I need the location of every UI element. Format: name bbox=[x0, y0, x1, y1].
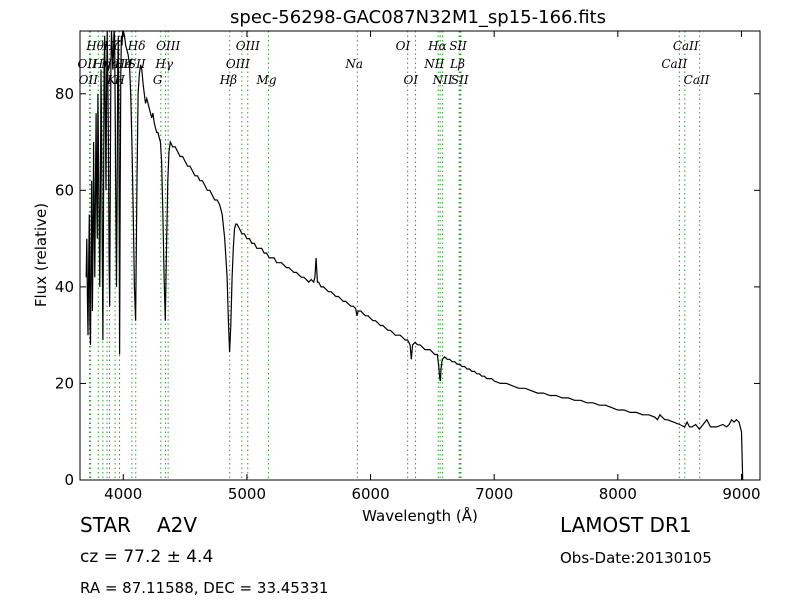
line-marker-label: OIII bbox=[236, 39, 260, 53]
x-tick-label: 8000 bbox=[599, 485, 637, 503]
y-tick-label: 20 bbox=[55, 374, 74, 392]
redshift-cz: cz = 77.2 ± 4.4 bbox=[80, 547, 214, 567]
x-axis-label: Wavelength (Å) bbox=[362, 506, 478, 525]
line-marker-label: OI bbox=[404, 73, 419, 87]
object-subclass: A2V bbox=[156, 513, 198, 537]
line-marker-label: H bbox=[113, 73, 125, 87]
line-marker-label: OIII bbox=[156, 39, 180, 53]
y-tick-label: 40 bbox=[55, 278, 74, 296]
line-marker-label: Hα bbox=[427, 39, 447, 53]
line-marker-label: K bbox=[106, 73, 117, 87]
line-marker-label: OII bbox=[78, 57, 98, 71]
line-marker-label: OIII bbox=[226, 57, 250, 71]
x-tick-label: 6000 bbox=[351, 485, 389, 503]
line-marker-label: Hβ bbox=[219, 73, 237, 87]
survey-name: LAMOST DR1 bbox=[560, 513, 692, 537]
line-marker-label: Lβ bbox=[449, 57, 465, 71]
line-marker-label: OI bbox=[396, 39, 411, 53]
spectrum-line bbox=[85, 30, 744, 481]
line-marker-label: CaII bbox=[684, 73, 710, 87]
chart-title: spec-56298-GAC087N32M1_sp15-166.fits bbox=[230, 7, 606, 28]
line-marker-label: NII bbox=[432, 73, 453, 87]
y-tick-label: 60 bbox=[55, 181, 74, 199]
x-tick-label: 7000 bbox=[475, 485, 513, 503]
y-tick-label: 80 bbox=[55, 85, 74, 103]
line-marker-label: CaII bbox=[673, 39, 699, 53]
x-axis-ticks: 4000 5000 6000 7000 8000 9000 bbox=[104, 31, 761, 503]
x-tick-label: 4000 bbox=[104, 485, 142, 503]
line-marker-label: SII bbox=[449, 39, 467, 53]
y-tick-label: 0 bbox=[64, 471, 74, 489]
x-tick-label: 5000 bbox=[228, 485, 266, 503]
line-marker-label: G bbox=[153, 73, 163, 87]
y-axis-label: Flux (relative) bbox=[32, 203, 50, 307]
line-marker-labels: OIIOIIHθHηNeIIIHζKHHεHδSIIGHγOIIIHβOIIIO… bbox=[78, 39, 710, 87]
line-markers bbox=[89, 31, 701, 480]
line-marker-label: Na bbox=[344, 57, 363, 71]
line-marker-label: Hγ bbox=[154, 57, 173, 71]
line-marker-label: CaII bbox=[661, 57, 687, 71]
line-marker-label: NII bbox=[423, 57, 444, 71]
line-marker-label: SII bbox=[451, 73, 469, 87]
line-marker-label: Hδ bbox=[127, 39, 146, 53]
line-marker-label: Mg bbox=[256, 73, 277, 87]
observation-date: Obs-Date:20130105 bbox=[560, 549, 712, 567]
object-classification: STAR A2V bbox=[80, 513, 223, 537]
line-marker-label: Hθ bbox=[85, 39, 104, 53]
x-tick-label: 9000 bbox=[722, 485, 760, 503]
ra-dec-coordinates: RA = 87.11588, DEC = 33.45331 bbox=[80, 579, 329, 597]
line-marker-label: NeIII bbox=[100, 57, 133, 71]
y-axis-ticks: 0 20 40 60 80 bbox=[55, 85, 760, 489]
plot-frame bbox=[79, 30, 761, 481]
line-marker-label: SII bbox=[128, 57, 146, 71]
object-class: STAR bbox=[80, 513, 131, 537]
line-marker-label: OII bbox=[79, 73, 99, 87]
